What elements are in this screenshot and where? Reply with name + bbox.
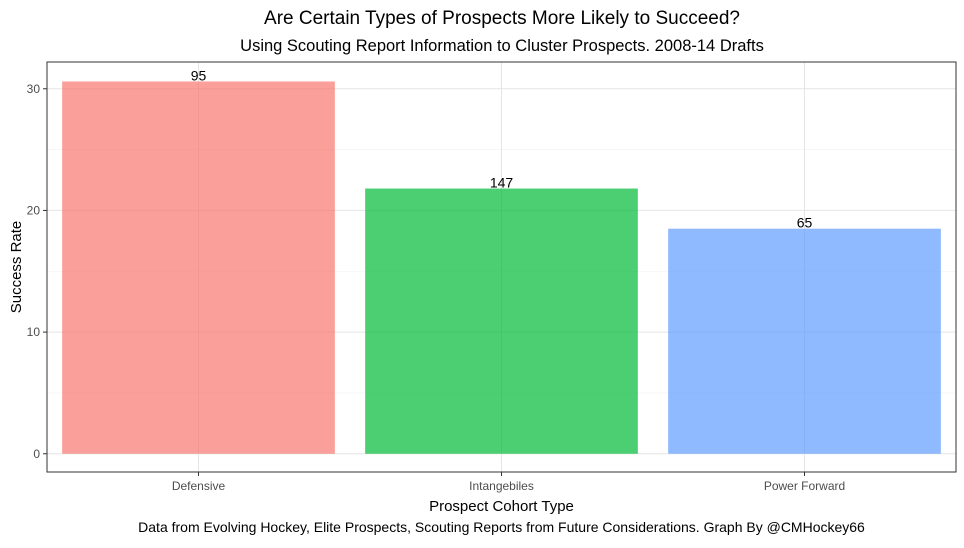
x-tick-label: Power Forward: [764, 479, 845, 493]
bar-power-forward: [668, 228, 941, 454]
bars-group: [62, 81, 941, 454]
y-tick-label: 30: [27, 82, 41, 96]
bar-intangebiles: [365, 188, 638, 454]
chart-caption: Data from Evolving Hockey, Elite Prospec…: [138, 519, 865, 535]
bar-value-label: 95: [191, 67, 207, 83]
y-tick-label: 0: [33, 447, 40, 461]
chart-subtitle: Using Scouting Report Information to Clu…: [240, 37, 764, 55]
x-axis-title: Prospect Cohort Type: [429, 498, 574, 515]
y-tick-label: 10: [27, 325, 41, 339]
x-axis: Defensive Intangebiles Power Forward: [172, 472, 845, 493]
bar-value-label: 65: [797, 215, 813, 231]
y-axis: 0 10 20 30: [27, 82, 47, 461]
chart-title: Are Certain Types of Prospects More Like…: [264, 8, 740, 29]
y-tick-label: 20: [27, 203, 41, 217]
x-tick-label: Defensive: [172, 479, 226, 493]
bar-defensive: [62, 81, 335, 454]
x-tick-label: Intangebiles: [469, 479, 534, 493]
bar-labels-group: 95 147 65: [191, 67, 813, 230]
y-axis-title: Success Rate: [8, 221, 25, 314]
bar-value-label: 147: [490, 175, 514, 191]
